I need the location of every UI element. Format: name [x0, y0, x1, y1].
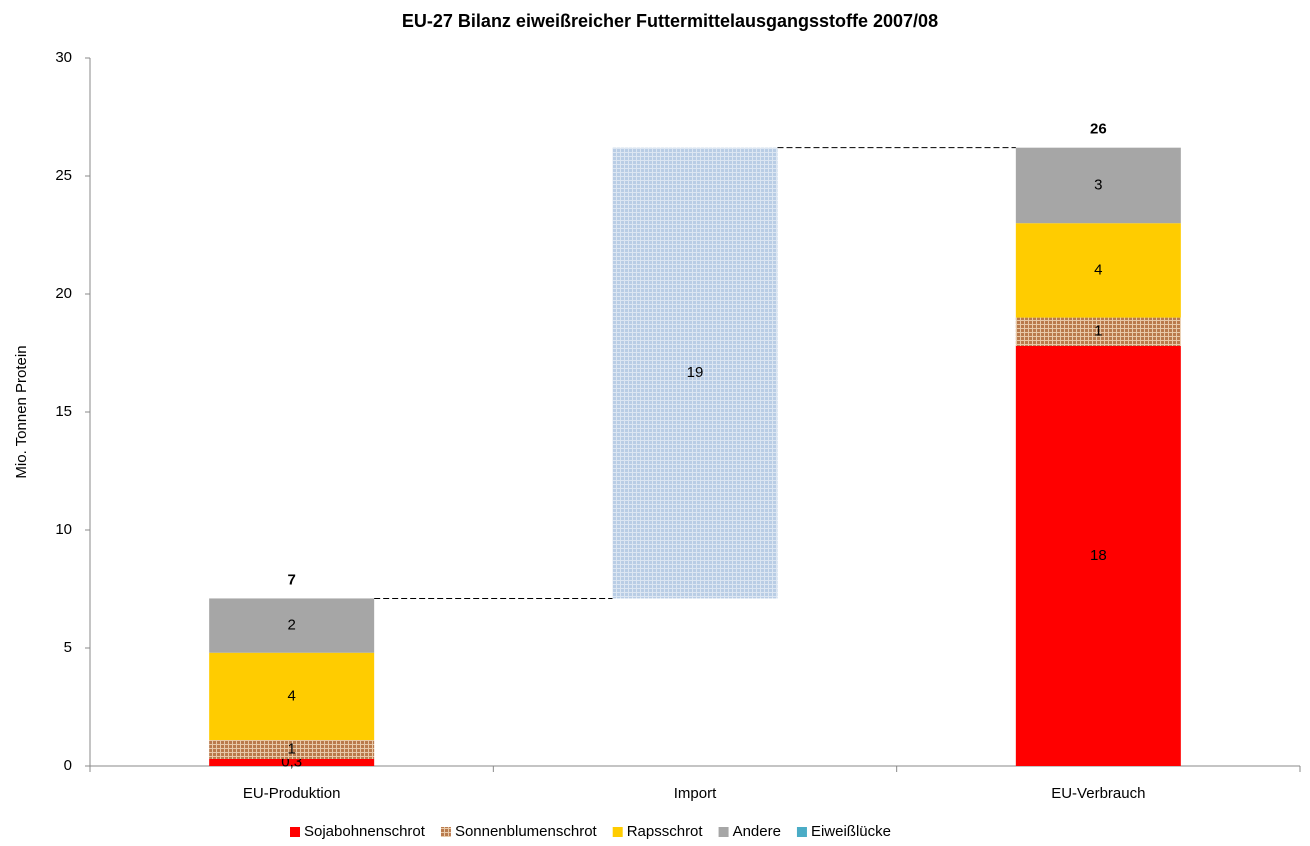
x-tick-label: EU-Produktion: [243, 785, 341, 802]
data-label: 3: [1094, 176, 1102, 193]
legend-swatch: [440, 827, 451, 837]
bar-segment: [1015, 345, 1181, 766]
data-label: 18: [1090, 547, 1107, 564]
bar-segment: [1015, 223, 1181, 318]
data-label: 1: [287, 740, 295, 757]
total-label: 26: [1090, 121, 1107, 138]
legend-label: Sonnenblumenschrot: [455, 823, 598, 840]
bar-segment: [1015, 317, 1181, 346]
legend-label: Sojabohnenschrot: [304, 823, 426, 840]
y-tick-label: 10: [55, 521, 72, 538]
bar-segment: [1015, 147, 1181, 224]
data-label: 4: [1094, 261, 1102, 278]
bar-segment: [209, 740, 375, 759]
data-label: 1: [1094, 323, 1102, 340]
legend-swatch: [612, 827, 623, 837]
total-label: 7: [287, 571, 295, 588]
bar-segment: [612, 147, 778, 599]
y-tick-label: 0: [64, 757, 72, 774]
y-tick-label: 15: [55, 403, 72, 420]
y-tick-label: 25: [55, 167, 72, 184]
x-tick-label: Import: [674, 785, 717, 802]
x-tick-label: EU-Verbrauch: [1051, 785, 1145, 802]
bar-segment: [209, 758, 375, 766]
legend-label: Rapsschrot: [627, 823, 704, 840]
data-label: 4: [287, 687, 295, 704]
chart-title: EU-27 Bilanz eiweißreicher Futtermittela…: [402, 11, 938, 31]
y-tick-label: 20: [55, 285, 72, 302]
bar-segment: [209, 652, 375, 741]
legend-label: Andere: [733, 823, 781, 840]
bar-segment: [209, 598, 375, 653]
legend-label: Eiweißlücke: [811, 823, 891, 840]
y-tick-label: 5: [64, 639, 72, 656]
y-tick-label: 30: [55, 49, 72, 66]
legend-swatch: [718, 827, 729, 837]
legend-swatch: [796, 827, 807, 837]
data-label: 2: [287, 617, 295, 634]
data-label: 19: [687, 364, 704, 381]
y-axis-title: Mio. Tonnen Protein: [13, 345, 30, 478]
legend-swatch: [290, 827, 300, 837]
